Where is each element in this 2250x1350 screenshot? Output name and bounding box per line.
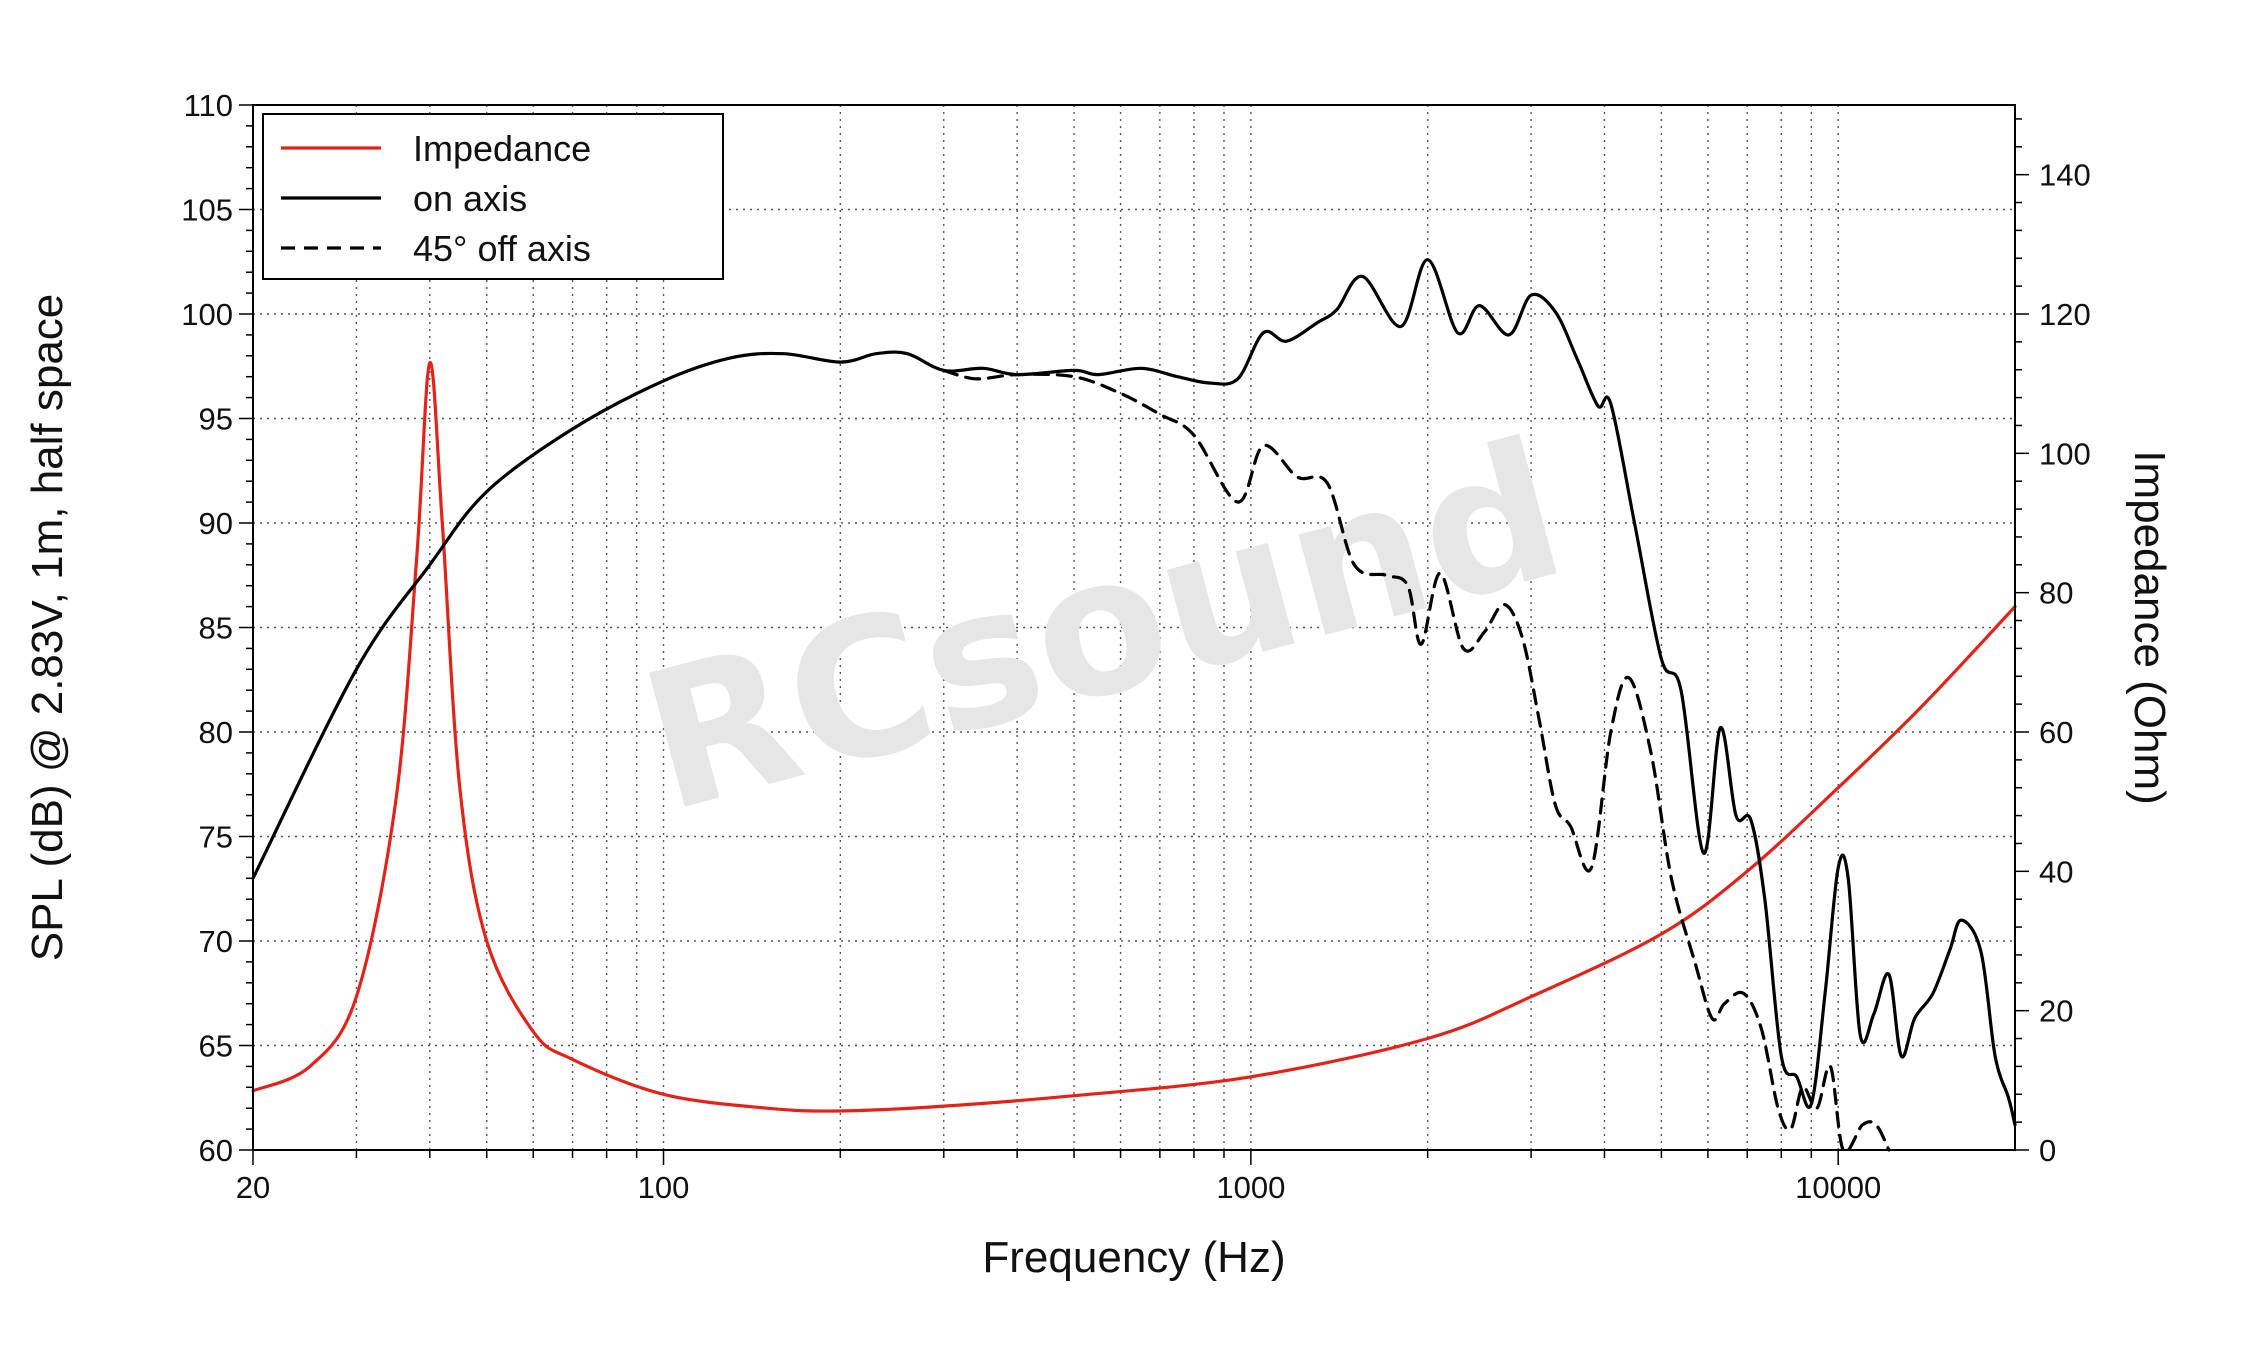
y-tick-label: 75 — [199, 820, 233, 855]
y2-tick-label: 0 — [2039, 1133, 2056, 1168]
y-axis-label: SPL (dB) @ 2.83V, 1m, half space — [23, 294, 72, 962]
y-tick-label: 95 — [199, 402, 233, 437]
y-tick-label: 60 — [199, 1133, 233, 1168]
series-line-45-off-axis — [942, 368, 1891, 1154]
y2-axis-label: Impedance (Ohm) — [2125, 450, 2174, 805]
legend-entry: Impedance — [413, 128, 591, 169]
tick-labels: 60 65 70 75 80 85 90 95 100 105 110 0 20 40 60 80 100 120… — [181, 88, 2090, 1205]
y-tick-label: 85 — [199, 611, 233, 646]
series-line-impedance — [251, 361, 2017, 1113]
y2-tick-label: 20 — [2039, 994, 2073, 1029]
legend-entry: on axis — [413, 178, 527, 219]
y-tick-label: 105 — [181, 193, 233, 228]
series-line-on-axis — [251, 258, 2017, 1127]
legend-entry: 45° off axis — [413, 228, 591, 269]
y2-tick-label: 100 — [2039, 436, 2091, 471]
y2-tick-label: 140 — [2039, 158, 2091, 193]
x-tick-label: 20 — [236, 1170, 270, 1205]
x-axis-label: Frequency (Hz) — [982, 1233, 1285, 1282]
x-tick-label: 100 — [638, 1170, 690, 1205]
series-layer — [251, 258, 2017, 1154]
y2-tick-label: 60 — [2039, 715, 2073, 750]
legend: Impedance on axis 45° off axis — [262, 113, 724, 280]
y-tick-label: 70 — [199, 924, 233, 959]
y2-tick-label: 40 — [2039, 854, 2073, 889]
y-tick-label: 100 — [181, 297, 233, 332]
y-tick-label: 65 — [199, 1029, 233, 1064]
y-tick-label: 80 — [199, 715, 233, 750]
y2-tick-label: 120 — [2039, 297, 2091, 332]
y2-tick-label: 80 — [2039, 576, 2073, 611]
axis-ticks — [239, 104, 2029, 1165]
y-tick-label: 90 — [199, 506, 233, 541]
x-tick-label: 1000 — [1216, 1170, 1285, 1205]
y-tick-label: 110 — [184, 88, 233, 123]
x-tick-label: 10000 — [1795, 1170, 1881, 1205]
